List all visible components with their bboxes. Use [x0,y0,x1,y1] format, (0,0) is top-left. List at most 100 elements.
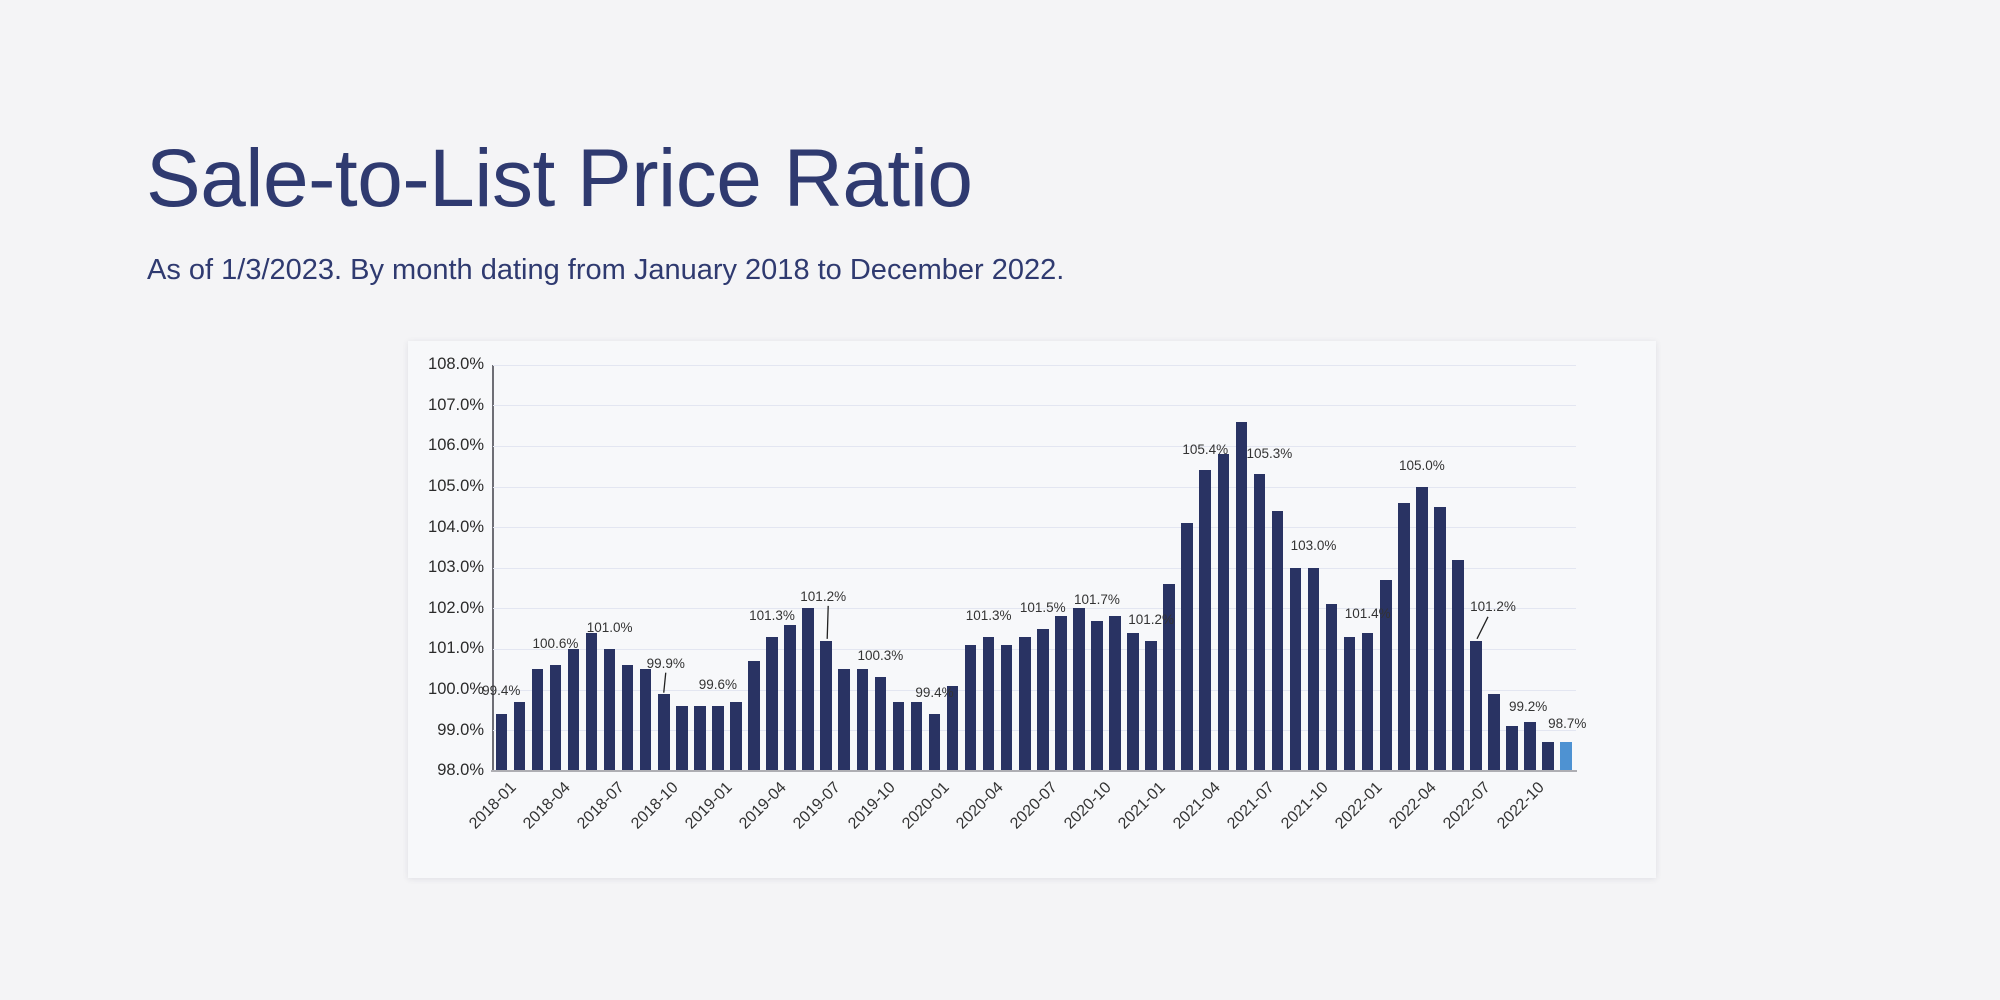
bar [676,705,688,771]
value-label: 101.2% [800,588,847,604]
gridline [493,689,1576,691]
bar [621,665,634,771]
bar [964,644,977,771]
bar [874,677,887,771]
bar [838,669,851,771]
bar [910,701,923,771]
bar [603,648,616,771]
bar [1343,636,1356,771]
value-label: 101.3% [749,607,795,623]
bar [1109,616,1121,771]
y-tick-label: 100.0% [428,680,484,699]
value-label: 99.4% [915,684,954,700]
chart-card [408,341,1656,878]
bar [820,640,832,771]
value-label: 101.5% [1019,599,1066,615]
bar [946,685,959,771]
value-label: 99.4% [482,682,521,698]
bar [1145,640,1157,771]
value-label: 101.4% [1344,605,1391,621]
value-label: 105.4% [1182,442,1229,458]
bar [1524,722,1536,771]
value-label: 101.3% [965,607,1012,623]
bar [1000,644,1013,771]
bar [1542,742,1554,771]
gridline [493,730,1576,732]
bar [1037,628,1049,771]
bar [748,661,760,771]
x-axis-baseline [491,769,1577,772]
gridline [493,486,1576,488]
bar [1163,583,1175,771]
gridline [493,608,1576,610]
bar [1325,604,1338,771]
bar [1091,620,1103,771]
gridline [493,527,1576,529]
bar [1560,742,1573,771]
gridline [493,364,1576,366]
bar [892,701,905,771]
value-label: 100.6% [532,636,579,652]
bar [585,632,598,771]
value-label: 99.9% [646,655,685,671]
bar [694,705,706,771]
gridline [493,405,1576,407]
bar [1452,559,1464,771]
gridline [493,648,1576,650]
bar [513,701,526,771]
plot-area [491,364,1577,772]
value-label: 100.3% [857,648,904,664]
value-label: 103.0% [1290,537,1337,553]
bar [1488,693,1500,771]
y-tick-label: 107.0% [428,395,484,414]
bar [1398,502,1410,771]
y-tick-label: 101.0% [428,639,484,658]
value-label: 101.2% [1128,611,1174,627]
bar [1127,632,1139,771]
value-label: 105.0% [1398,457,1445,473]
bar [784,624,796,771]
bar [1217,454,1230,771]
bar [802,608,814,771]
bar [1018,636,1031,771]
gridline [493,445,1576,447]
bar [1181,523,1193,771]
bar [712,705,724,771]
y-tick-label: 102.0% [428,598,484,617]
value-label: 101.7% [1074,591,1120,607]
bar [1434,506,1446,771]
bar [1289,567,1302,771]
bar [730,701,742,771]
bar [766,636,778,771]
value-label: 99.2% [1509,699,1548,715]
bar [531,669,544,771]
bar [549,665,562,771]
bar [982,636,995,771]
y-tick-label: 98.0% [437,761,484,780]
value-label: 99.6% [698,676,738,692]
bar [495,713,508,771]
y-tick-label: 108.0% [428,355,484,374]
value-label: 105.3% [1246,446,1293,462]
bar [1253,474,1266,771]
bar [1379,579,1392,771]
bar [1470,640,1482,771]
bar [1199,470,1212,771]
page-subtitle: As of 1/3/2023. By month dating from Jan… [147,254,1065,286]
bar [1235,421,1248,771]
y-tick-label: 99.0% [437,720,484,739]
bar [1506,726,1518,771]
y-tick-label: 105.0% [428,477,484,496]
bar [1055,616,1067,771]
value-label: 98.7% [1548,716,1587,732]
bar [1361,632,1374,771]
y-tick-label: 103.0% [428,558,484,577]
bar [856,669,869,771]
bar [928,713,941,771]
y-tick-label: 104.0% [428,517,484,536]
bar [639,669,652,771]
bar [1307,567,1320,771]
y-tick-label: 106.0% [428,436,484,455]
bar [1271,510,1284,771]
bar [1073,608,1085,771]
